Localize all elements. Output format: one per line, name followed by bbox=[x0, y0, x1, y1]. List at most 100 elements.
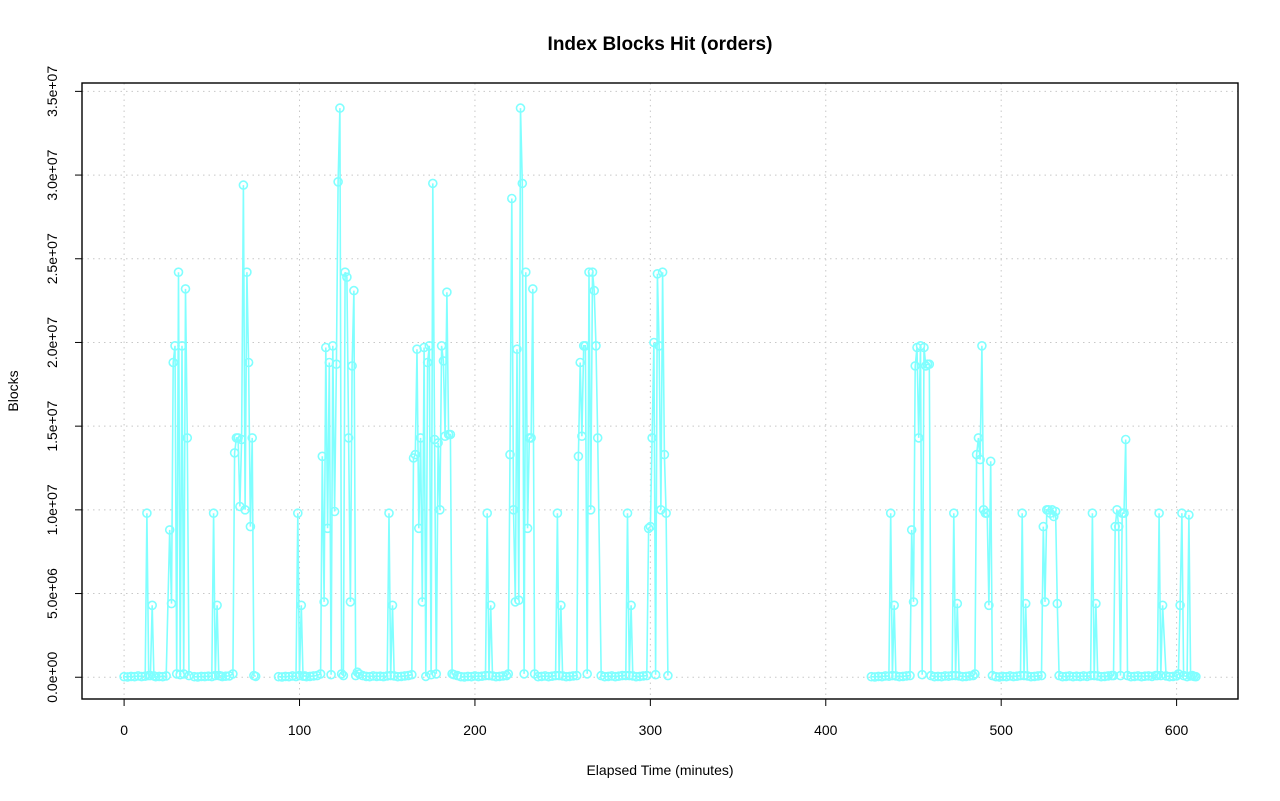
data-point bbox=[1175, 600, 1185, 611]
data-point bbox=[413, 523, 424, 534]
y-tick-label: 2.0e+07 bbox=[44, 317, 60, 368]
data-point bbox=[338, 670, 349, 681]
y-tick-label: 1.5e+07 bbox=[44, 400, 60, 451]
data-point bbox=[998, 671, 1008, 682]
data-point bbox=[582, 669, 593, 679]
data-point bbox=[631, 671, 642, 682]
data-point bbox=[433, 438, 443, 448]
data-point bbox=[491, 671, 501, 682]
data-point bbox=[1103, 671, 1113, 681]
data-point bbox=[866, 671, 877, 682]
data-point bbox=[982, 508, 993, 519]
data-point bbox=[634, 671, 645, 682]
data-point bbox=[147, 600, 157, 611]
data-point bbox=[1191, 671, 1201, 682]
data-point bbox=[1057, 671, 1068, 682]
data-point bbox=[463, 671, 473, 682]
data-point bbox=[150, 671, 161, 682]
data-point bbox=[420, 671, 431, 682]
data-point bbox=[647, 433, 657, 443]
y-axis-label: Blocks bbox=[5, 370, 21, 411]
data-point bbox=[277, 672, 287, 682]
data-point bbox=[1015, 670, 1026, 681]
data-point bbox=[898, 671, 908, 682]
data-point bbox=[384, 508, 394, 519]
data-point bbox=[591, 340, 601, 351]
data-point bbox=[889, 600, 900, 611]
data-point bbox=[287, 671, 298, 681]
data-point bbox=[173, 267, 184, 278]
data-point bbox=[200, 671, 210, 682]
data-point bbox=[622, 508, 633, 519]
data-point bbox=[1120, 434, 1131, 445]
data-point bbox=[519, 669, 529, 679]
data-point bbox=[1071, 671, 1082, 682]
data-point bbox=[484, 670, 494, 681]
data-point bbox=[435, 504, 445, 515]
data-point bbox=[929, 671, 940, 682]
data-point bbox=[1168, 671, 1178, 682]
series-line-segment bbox=[995, 439, 1197, 678]
series-line-segment bbox=[460, 108, 669, 678]
data-point bbox=[947, 670, 957, 681]
data-point bbox=[1099, 671, 1110, 682]
data-point bbox=[919, 342, 929, 353]
data-point bbox=[1147, 671, 1157, 682]
data-point bbox=[1012, 671, 1022, 682]
data-point bbox=[1129, 671, 1140, 682]
data-point bbox=[1154, 508, 1164, 519]
data-point bbox=[1049, 511, 1059, 522]
data-point bbox=[1038, 521, 1049, 532]
data-point bbox=[661, 508, 671, 519]
data-point bbox=[650, 669, 661, 680]
data-point bbox=[292, 508, 303, 519]
x-tick-label: 600 bbox=[1165, 722, 1189, 738]
data-point bbox=[517, 178, 528, 189]
data-point bbox=[952, 598, 963, 609]
data-point bbox=[133, 671, 143, 681]
data-point bbox=[389, 671, 400, 681]
data-point bbox=[170, 340, 180, 351]
x-axis-label: Elapsed Time (minutes) bbox=[586, 762, 733, 778]
data-point bbox=[970, 669, 980, 679]
data-point bbox=[1061, 671, 1071, 682]
data-point bbox=[482, 508, 493, 519]
data-point bbox=[217, 671, 228, 682]
data-point bbox=[294, 670, 305, 681]
data-point bbox=[396, 671, 407, 682]
data-point bbox=[336, 669, 347, 679]
data-point bbox=[422, 357, 433, 368]
data-point bbox=[1156, 670, 1166, 681]
data-point bbox=[652, 268, 663, 279]
data-point bbox=[1108, 670, 1119, 681]
data-point bbox=[371, 671, 382, 682]
data-point bbox=[994, 672, 1005, 682]
data-point bbox=[322, 523, 333, 534]
data-point bbox=[561, 671, 572, 682]
data-point bbox=[557, 671, 568, 681]
data-point bbox=[894, 671, 905, 682]
y-tick-label: 1.0e+07 bbox=[44, 484, 60, 535]
data-point bbox=[315, 669, 326, 679]
data-point bbox=[1115, 670, 1126, 681]
data-point bbox=[387, 600, 398, 611]
x-tick-label: 200 bbox=[463, 722, 487, 738]
data-point bbox=[1040, 597, 1050, 607]
data-point bbox=[1036, 670, 1047, 681]
data-point bbox=[617, 670, 628, 681]
data-point bbox=[1033, 671, 1043, 681]
data-point bbox=[906, 525, 917, 535]
data-point bbox=[550, 670, 561, 681]
data-point bbox=[973, 433, 984, 443]
data-point bbox=[1113, 521, 1124, 532]
data-point bbox=[870, 672, 880, 682]
data-point bbox=[184, 670, 194, 681]
data-point bbox=[301, 671, 312, 682]
data-point bbox=[1140, 671, 1150, 682]
data-point bbox=[513, 595, 524, 606]
data-point bbox=[968, 670, 978, 681]
data-point bbox=[296, 600, 307, 611]
plot-frame bbox=[81, 82, 1239, 700]
data-point bbox=[166, 598, 177, 609]
